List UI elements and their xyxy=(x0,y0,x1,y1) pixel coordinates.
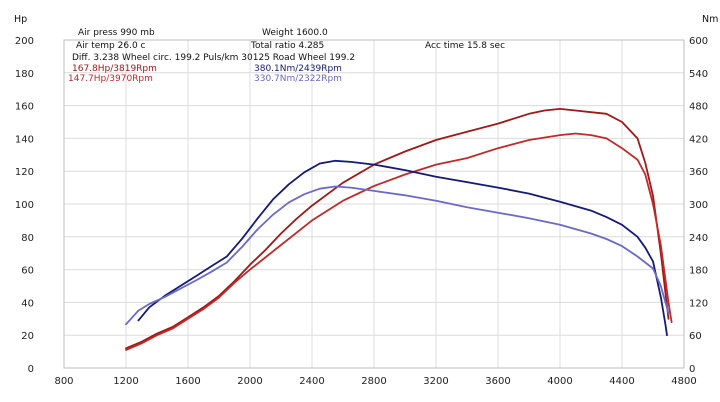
y-left-tick-label: 100 xyxy=(15,200,34,211)
x-tick-label: 2800 xyxy=(361,376,386,387)
x-tick-label: 1200 xyxy=(113,376,138,387)
legend-torque1: 380.1Nm/2439Rpm xyxy=(254,64,342,74)
y-left-tick-label: 0 xyxy=(28,364,34,375)
header-air-temp: Air temp 26.0 c xyxy=(76,41,146,51)
y-right-tick-label: 60 xyxy=(689,331,702,342)
plot-frame xyxy=(63,39,685,369)
legend-torque2: 330.7Nm/2322Rpm xyxy=(254,74,342,84)
grid xyxy=(63,39,685,369)
header-total-ratio: Total ratio 4.285 xyxy=(250,41,324,51)
header-weight: Weight 1600.0 xyxy=(262,28,328,38)
x-tick-label: 4400 xyxy=(609,376,634,387)
y-right-tick-label: 420 xyxy=(689,134,708,145)
y-right-tick-label: 480 xyxy=(689,102,708,113)
header-acc-time: Acc time 15.8 sec xyxy=(425,41,505,51)
x-tick-label: 4000 xyxy=(547,376,572,387)
series-line-power1 xyxy=(125,108,670,350)
legend-power2: 147.7Hp/3970Rpm xyxy=(68,74,153,84)
y-left-tick-label: 20 xyxy=(21,331,34,342)
y-right-tick-label: 180 xyxy=(689,266,708,277)
header-air-press: Air press 990 mb xyxy=(78,28,155,38)
y-right-tick-label: 240 xyxy=(689,233,708,244)
right-axis-label: Nm xyxy=(702,14,718,25)
y-right-tick-label: 360 xyxy=(689,167,708,178)
x-tick-label: 800 xyxy=(54,376,73,387)
y-right-tick-label: 540 xyxy=(689,69,708,80)
y-left-tick-label: 60 xyxy=(21,266,34,277)
y-right-tick-label: 120 xyxy=(689,298,708,309)
y-left-tick-label: 160 xyxy=(15,102,34,113)
header-diff: Diff. 3.238 Wheel circ. 199.2 Puls/km 30… xyxy=(72,53,355,63)
y-right-tick-label: 600 xyxy=(689,36,708,47)
left-axis-label: Hp xyxy=(14,14,27,25)
series-line-power2 xyxy=(125,132,673,351)
y-right-tick-label: 0 xyxy=(689,364,695,375)
y-left-tick-label: 80 xyxy=(21,233,34,244)
x-tick-label: 4800 xyxy=(671,376,696,387)
x-tick-label: 3600 xyxy=(485,376,510,387)
y-left-tick-label: 120 xyxy=(15,167,34,178)
series-layer xyxy=(125,108,673,351)
y-left-tick-label: 140 xyxy=(15,134,34,145)
y-left-tick-label: 200 xyxy=(15,36,34,47)
x-tick-label: 2000 xyxy=(237,376,262,387)
x-tick-label: 1600 xyxy=(175,376,200,387)
series-line-torque1 xyxy=(137,159,668,337)
series-line-torque2 xyxy=(125,185,670,326)
y-right-tick-label: 300 xyxy=(689,200,708,211)
y-left-tick-label: 40 xyxy=(21,298,34,309)
axes-layer: 0 0 20 60 40 120 60 180 80 240 100 300 120 360 140 420 1… xyxy=(15,36,708,387)
x-tick-label: 3200 xyxy=(423,376,448,387)
x-tick-label: 2400 xyxy=(299,376,324,387)
legend-power1: 167.8Hp/3819Rpm xyxy=(72,64,157,74)
y-left-tick-label: 180 xyxy=(15,69,34,80)
